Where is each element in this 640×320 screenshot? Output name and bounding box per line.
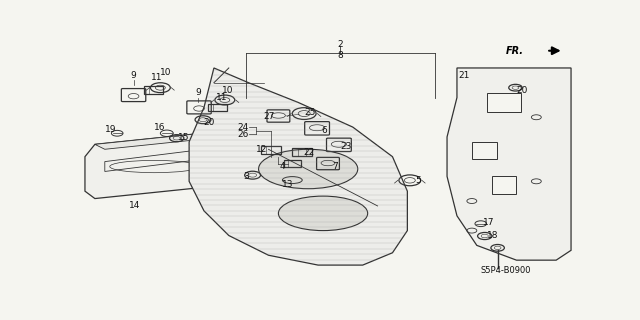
Text: 22: 22 <box>303 148 315 157</box>
Text: 25: 25 <box>305 108 316 117</box>
Polygon shape <box>95 132 224 149</box>
Polygon shape <box>447 68 571 260</box>
Text: 27: 27 <box>264 111 275 121</box>
Text: 12: 12 <box>256 145 268 154</box>
Text: 19: 19 <box>105 125 116 134</box>
Text: 11: 11 <box>151 73 163 82</box>
Polygon shape <box>492 176 516 194</box>
Polygon shape <box>189 68 408 265</box>
Text: 9: 9 <box>131 71 136 80</box>
Text: 18: 18 <box>487 231 499 240</box>
Text: 24: 24 <box>237 123 248 132</box>
Ellipse shape <box>259 149 358 189</box>
Text: 23: 23 <box>340 142 351 151</box>
Text: 7: 7 <box>332 162 338 171</box>
Text: 4: 4 <box>280 162 285 171</box>
Polygon shape <box>472 142 497 159</box>
Bar <box>292 148 312 156</box>
Text: 16: 16 <box>154 123 165 132</box>
Text: 20: 20 <box>516 86 528 95</box>
Text: 21: 21 <box>459 71 470 80</box>
Text: S5P4-B0900: S5P4-B0900 <box>480 266 531 275</box>
Bar <box>209 104 227 111</box>
Text: 13: 13 <box>282 180 293 189</box>
Text: 20: 20 <box>204 118 214 127</box>
Bar <box>260 146 282 154</box>
Text: 3: 3 <box>243 172 248 181</box>
Ellipse shape <box>278 196 367 231</box>
Text: 8: 8 <box>337 51 343 60</box>
Text: 14: 14 <box>129 202 140 211</box>
Text: FR.: FR. <box>506 46 524 56</box>
Text: 17: 17 <box>483 218 495 227</box>
Polygon shape <box>85 132 229 198</box>
Text: 15: 15 <box>179 133 190 142</box>
Text: 5: 5 <box>415 176 421 185</box>
Text: 10: 10 <box>159 68 171 77</box>
Text: 2: 2 <box>337 40 343 49</box>
Bar <box>144 86 163 94</box>
Text: 6: 6 <box>321 125 327 135</box>
Text: 11: 11 <box>216 93 227 102</box>
Text: 9: 9 <box>195 88 201 97</box>
Text: 10: 10 <box>222 86 234 95</box>
Text: 26: 26 <box>237 130 248 139</box>
Bar <box>284 160 301 167</box>
Polygon shape <box>486 92 522 112</box>
